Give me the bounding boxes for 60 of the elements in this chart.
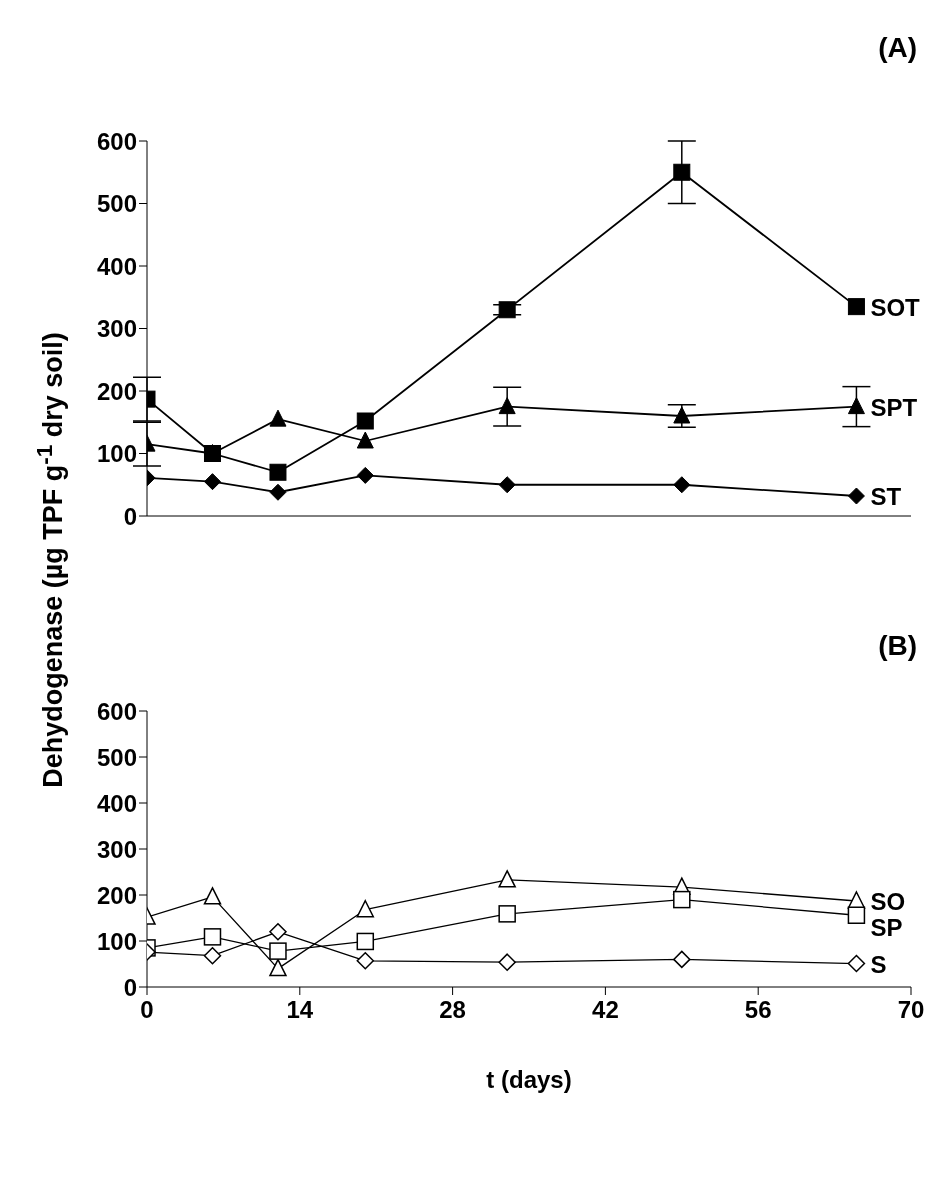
point xyxy=(847,906,866,924)
y-tick-label: 500 xyxy=(96,190,137,218)
point xyxy=(498,476,516,494)
point xyxy=(356,466,374,484)
point xyxy=(356,952,375,970)
x-tick-label: 56 xyxy=(744,996,772,1024)
point xyxy=(673,950,691,969)
point xyxy=(356,412,374,430)
point xyxy=(356,899,375,918)
point xyxy=(203,928,222,946)
point xyxy=(269,958,287,977)
point xyxy=(847,397,865,415)
y-tick-label: 200 xyxy=(96,377,137,405)
point xyxy=(269,923,287,941)
y-tick-label: 0 xyxy=(123,502,137,530)
y-tick-label: 100 xyxy=(96,927,137,955)
x-tick-label: 0 xyxy=(140,996,154,1024)
series-label: SO xyxy=(870,887,906,915)
chart-title: (A) xyxy=(878,32,917,64)
point xyxy=(498,301,516,319)
point xyxy=(673,406,691,424)
point xyxy=(847,298,865,316)
point xyxy=(269,942,287,960)
y-tick-label: 0 xyxy=(123,973,137,1001)
y-tick-label: 100 xyxy=(96,440,137,468)
x-tick-label: 14 xyxy=(286,996,314,1024)
y-tick-label: 600 xyxy=(96,697,137,725)
point xyxy=(269,463,287,481)
point xyxy=(847,487,865,505)
chart-title: (B) xyxy=(878,630,917,662)
point xyxy=(356,932,375,951)
point xyxy=(673,476,691,494)
y-tick-label: 500 xyxy=(96,743,137,771)
point xyxy=(269,409,287,427)
series-label: SOT xyxy=(870,293,921,321)
y-tick-label: 300 xyxy=(96,835,137,863)
y-tick-label: 400 xyxy=(96,252,137,280)
series-label: S xyxy=(870,950,887,978)
point xyxy=(498,870,516,888)
point xyxy=(356,431,374,449)
x-tick-label: 42 xyxy=(592,996,619,1024)
x-tick-label: 70 xyxy=(897,996,925,1024)
y-tick-label: 600 xyxy=(96,127,137,155)
point xyxy=(498,953,516,971)
x-axis-title: t (days) xyxy=(486,1066,572,1093)
series-label: SPT xyxy=(870,393,918,421)
point xyxy=(203,887,222,905)
x-tick-label: 28 xyxy=(439,996,466,1024)
point xyxy=(673,890,691,909)
series-label: ST xyxy=(870,483,902,510)
point xyxy=(203,946,222,965)
point xyxy=(203,473,221,491)
y-tick-label: 200 xyxy=(96,881,137,909)
y-tick-label: 400 xyxy=(96,789,137,817)
point xyxy=(498,397,516,415)
series-label: SP xyxy=(870,913,903,941)
y-tick-label: 300 xyxy=(96,315,137,343)
point xyxy=(269,483,287,501)
point xyxy=(498,905,516,923)
point xyxy=(673,163,691,181)
